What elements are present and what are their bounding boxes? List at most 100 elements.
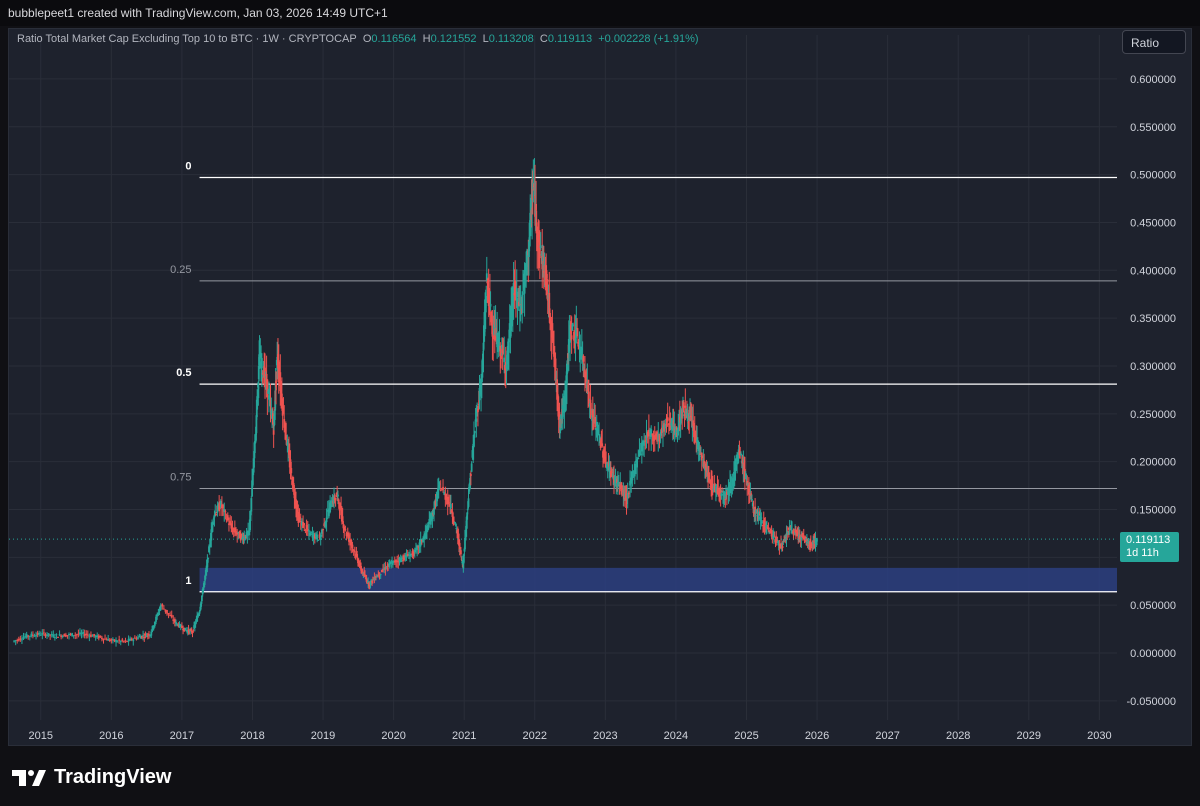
- candle-body: [283, 419, 286, 428]
- candle-body: [744, 468, 746, 480]
- candle-body: [371, 580, 373, 583]
- candle-body: [64, 634, 67, 637]
- tradingview-logo[interactable]: TradingView: [12, 766, 171, 789]
- candle-body: [339, 503, 342, 508]
- footer: [0, 746, 1200, 806]
- candle-body: [408, 557, 410, 559]
- candle-body: [616, 479, 619, 484]
- candle-body: [790, 527, 793, 529]
- candle-body: [552, 334, 555, 339]
- chart-legend: Ratio Total Market Cap Excluding Top 10 …: [17, 33, 699, 45]
- candle-body: [139, 636, 142, 639]
- candle-body: [531, 199, 534, 208]
- candle-body: [230, 523, 233, 529]
- candle-body: [295, 499, 297, 508]
- candle-body: [592, 419, 595, 424]
- candle-body: [458, 542, 461, 552]
- candle-body: [144, 634, 147, 636]
- fib-label: 1: [185, 575, 191, 587]
- candle-body: [223, 509, 226, 512]
- candle-body: [253, 442, 256, 459]
- candle-body: [211, 525, 213, 533]
- candle-body: [170, 614, 173, 618]
- candle-body: [192, 630, 195, 632]
- candle-body: [455, 527, 458, 529]
- candle-body: [685, 409, 688, 415]
- candle-body: [280, 387, 282, 394]
- candle-body: [745, 477, 748, 480]
- candle-body: [489, 303, 492, 307]
- candle-body: [172, 619, 175, 621]
- candle-body: [236, 532, 239, 535]
- fib-label: 0.5: [176, 367, 191, 379]
- candle-body: [765, 524, 767, 528]
- candle-body: [805, 540, 807, 543]
- y-tick-label: 0.150000: [1130, 504, 1176, 516]
- candle-body: [545, 265, 548, 282]
- candle-body: [521, 294, 524, 309]
- candle-body: [410, 553, 413, 555]
- candle-body: [589, 399, 592, 404]
- candle-body: [268, 395, 270, 400]
- candle-body: [754, 506, 757, 514]
- candle-body: [429, 520, 432, 525]
- candle-body: [259, 352, 262, 358]
- candle-body: [352, 549, 355, 551]
- candle-body: [804, 536, 807, 539]
- candle-body: [364, 577, 367, 579]
- candle-body: [233, 527, 236, 533]
- candle-body: [546, 274, 548, 279]
- candle-body: [346, 532, 349, 537]
- candle-body: [374, 578, 377, 580]
- candle-body: [367, 580, 370, 583]
- candle-body: [503, 357, 506, 363]
- candle-body: [812, 541, 815, 544]
- candle-body: [689, 415, 692, 418]
- candle-body: [210, 529, 213, 541]
- candle-body: [164, 609, 167, 612]
- candle-body: [71, 633, 74, 637]
- candle-body: [642, 441, 644, 445]
- y-tick-label: 0.050000: [1130, 600, 1176, 612]
- candle-body: [620, 483, 622, 492]
- candle-body: [701, 456, 704, 458]
- candle-body: [132, 639, 135, 642]
- candle-body: [490, 311, 493, 323]
- x-tick-label: 2018: [240, 730, 264, 742]
- candle-body: [66, 635, 69, 637]
- candle-body: [322, 529, 324, 531]
- candle-body: [351, 544, 354, 548]
- candle-body: [694, 434, 697, 437]
- legend-title: Ratio Total Market Cap Excluding Top 10 …: [17, 33, 357, 45]
- candle-body: [304, 529, 307, 531]
- candle-body: [108, 639, 111, 642]
- candle-body: [809, 546, 811, 548]
- candle-body: [420, 540, 423, 542]
- candle-body: [467, 498, 470, 507]
- candle-body: [703, 460, 706, 469]
- candle-body: [457, 535, 460, 539]
- candle-body: [202, 587, 205, 591]
- candle-body: [27, 635, 30, 637]
- candle-body: [385, 568, 388, 570]
- candle-body: [765, 527, 768, 529]
- candle-body: [573, 333, 576, 339]
- candle-body: [451, 511, 454, 517]
- candle-body: [325, 517, 328, 523]
- ratio-button[interactable]: Ratio: [1122, 30, 1186, 54]
- candle-body: [207, 558, 210, 560]
- y-tick-label: 0.450000: [1130, 217, 1176, 229]
- candle-body: [329, 500, 332, 502]
- candle-body: [14, 640, 17, 642]
- candle-body: [224, 511, 227, 513]
- candle-body: [148, 634, 150, 636]
- candle-body: [598, 434, 600, 436]
- candle-body: [686, 413, 689, 422]
- candle-body: [275, 372, 278, 374]
- chart-frame[interactable]: [8, 28, 1192, 746]
- candle-body: [779, 544, 782, 548]
- candle-body: [580, 348, 583, 350]
- candle-body: [302, 521, 304, 528]
- candle-body: [197, 615, 199, 618]
